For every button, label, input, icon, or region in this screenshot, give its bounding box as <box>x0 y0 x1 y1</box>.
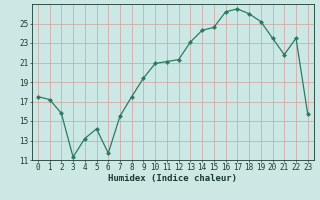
X-axis label: Humidex (Indice chaleur): Humidex (Indice chaleur) <box>108 174 237 183</box>
